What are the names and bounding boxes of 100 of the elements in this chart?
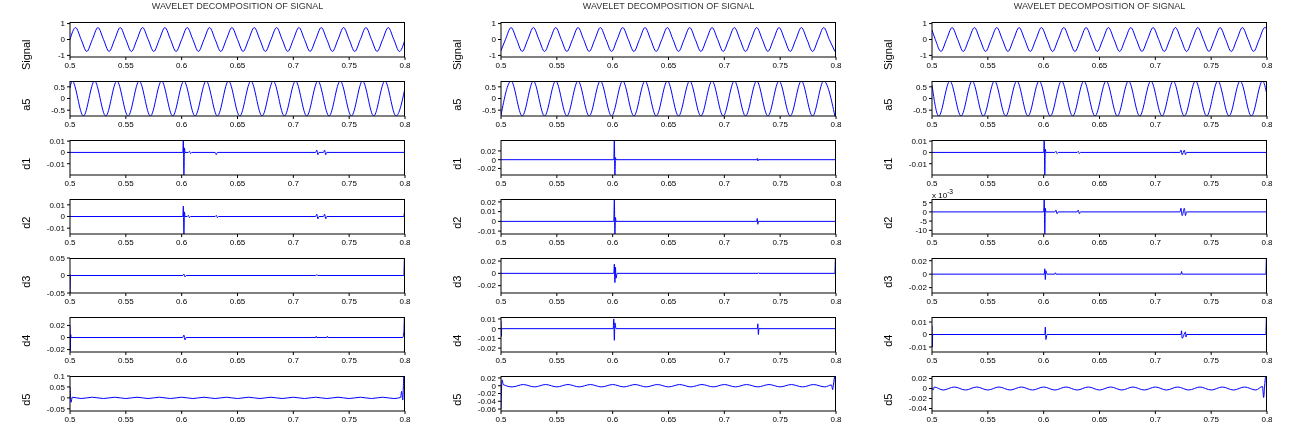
- x-tick-label: 0.8: [399, 119, 412, 129]
- x-tick-label: 0.6: [176, 296, 188, 306]
- x-tick-label: 0.8: [1261, 296, 1274, 306]
- y-tick-label: 0.02: [480, 373, 497, 383]
- x-tick-label: 0.65: [229, 237, 246, 247]
- y-tick-label: 0: [491, 155, 497, 165]
- y-tick-label: 1: [491, 19, 497, 29]
- y-tick-label: -0.01: [477, 226, 497, 236]
- y-tick-label: 0.02: [911, 256, 928, 266]
- x-tick-label: 0.75: [341, 178, 358, 188]
- y-tick-label: 0.5: [915, 82, 928, 92]
- chart-title: WAVELET DECOMPOSITION OF SIGNAL: [150, 0, 325, 12]
- x-tick-label: 0.6: [607, 119, 619, 129]
- y-tick-label: 0: [922, 94, 928, 104]
- x-tick-label: 0.7: [1149, 237, 1162, 247]
- x-tick-label: 0.75: [772, 355, 789, 365]
- x-tick-label: 0.6: [176, 414, 188, 424]
- x-tick-label: 0.8: [399, 178, 412, 188]
- x-tick-label: 0.8: [830, 60, 843, 70]
- y-tick-label: -1: [57, 51, 66, 61]
- y-axis-title: d1: [881, 157, 894, 170]
- x-tick-label: 0.7: [1149, 355, 1162, 365]
- y-tick-label: 0: [491, 35, 497, 45]
- x-tick-label: 0.65: [660, 414, 677, 424]
- x-tick-label: 0.8: [1261, 60, 1274, 70]
- x-tick-label: 0.6: [1038, 178, 1050, 188]
- x-tick-label: 0.55: [980, 414, 997, 424]
- x-tick-label: 0.6: [1038, 60, 1050, 70]
- y-axis-title: Signal: [450, 39, 463, 71]
- y-axis-title: d5: [450, 393, 463, 406]
- x-tick-label: 0.75: [341, 355, 358, 365]
- x-tick-label: 0.7: [1149, 119, 1162, 129]
- y-tick-label: -0.01: [908, 159, 928, 169]
- x-tick-label: 0.55: [980, 178, 997, 188]
- x-tick-label: 0.7: [718, 296, 731, 306]
- y-axis-title: d3: [881, 275, 894, 288]
- y-tick-label: 0.5: [484, 82, 497, 92]
- y-tick-label: -0.5: [913, 106, 928, 116]
- y-tick-label: -0.02: [477, 281, 497, 291]
- x-tick-label: 0.75: [1203, 237, 1220, 247]
- x-tick-label: 0.7: [287, 237, 300, 247]
- x-tick-label: 0.6: [176, 178, 188, 188]
- annotation: x 10$^{-3}$: [932, 187, 954, 201]
- x-tick-label: 0.6: [1038, 414, 1050, 424]
- x-tick-label: 0.7: [287, 296, 300, 306]
- x-tick-label: 0.6: [176, 355, 188, 365]
- x-tick-label: 0.6: [607, 178, 619, 188]
- x-tick-label: 0.8: [830, 414, 843, 424]
- x-tick-label: 0.75: [772, 119, 789, 129]
- x-tick-label: 0.65: [660, 60, 677, 70]
- x-tick-label: 0.8: [399, 355, 412, 365]
- y-tick-label: 0: [491, 217, 497, 227]
- y-tick-label: -5: [919, 216, 928, 226]
- x-tick-label: 0.8: [830, 178, 843, 188]
- y-axis-title: Signal: [19, 39, 32, 71]
- x-tick-label: 0.55: [118, 355, 135, 365]
- x-tick-label: 0.65: [1091, 237, 1108, 247]
- y-axis-title: Signal: [881, 39, 894, 71]
- y-axis-title: d5: [881, 393, 894, 406]
- x-tick-label: 0.65: [1091, 296, 1108, 306]
- y-tick-label: -0.05: [46, 404, 66, 414]
- y-axis-title: d2: [881, 216, 894, 229]
- chart-title: WAVELET DECOMPOSITION OF SIGNAL: [1012, 0, 1187, 12]
- x-tick-label: 0.75: [1203, 355, 1220, 365]
- y-axis-title: a5: [881, 98, 894, 111]
- x-tick-label: 0.7: [287, 119, 300, 129]
- x-tick-label: 0.7: [1149, 296, 1162, 306]
- x-tick-label: 0.8: [1261, 355, 1274, 365]
- x-tick-label: 0.65: [229, 296, 246, 306]
- x-tick-label: 0.65: [660, 355, 677, 365]
- y-tick-label: 0.02: [480, 256, 497, 266]
- y-tick-label: 0: [60, 148, 66, 158]
- x-tick-label: 0.65: [229, 414, 246, 424]
- x-tick-label: 0.55: [980, 355, 997, 365]
- y-tick-label: -0.01: [46, 224, 66, 234]
- y-tick-label: 0: [60, 212, 66, 222]
- y-tick-label: -0.01: [46, 159, 66, 169]
- y-tick-label: 1: [60, 19, 66, 29]
- y-tick-label: -0.01: [908, 342, 928, 352]
- y-tick-label: 0: [491, 269, 497, 279]
- y-axis-title: d4: [19, 334, 32, 347]
- y-tick-label: 0: [491, 381, 497, 391]
- x-tick-label: 0.8: [830, 119, 843, 129]
- x-tick-label: 0.75: [772, 178, 789, 188]
- y-tick-label: 0.1: [53, 371, 66, 381]
- y-axis-title: a5: [450, 98, 463, 111]
- x-tick-label: 0.8: [1261, 119, 1274, 129]
- x-tick-label: 0.75: [341, 237, 358, 247]
- y-axis-title: d4: [450, 334, 463, 347]
- x-tick-label: 0.75: [1203, 60, 1220, 70]
- y-tick-label: 0.01: [480, 207, 497, 217]
- x-tick-label: 0.55: [118, 119, 135, 129]
- x-tick-label: 0.7: [1149, 414, 1162, 424]
- y-axis-title: a5: [19, 98, 32, 111]
- y-tick-label: 0.02: [49, 321, 66, 331]
- x-tick-label: 0.6: [607, 296, 619, 306]
- x-tick-label: 0.8: [1261, 237, 1274, 247]
- x-tick-label: 0.7: [287, 355, 300, 365]
- x-tick-label: 0.55: [549, 237, 566, 247]
- x-tick-label: 0.65: [1091, 355, 1108, 365]
